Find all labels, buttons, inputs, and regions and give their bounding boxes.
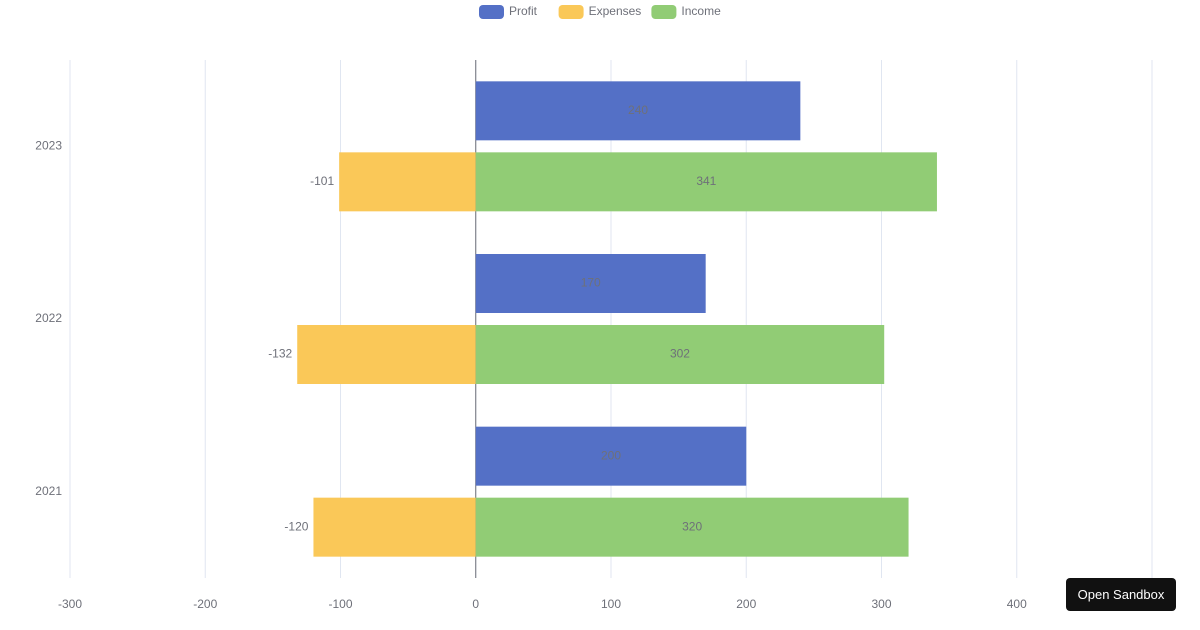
value-label: 240 [628,103,648,117]
legend-swatch [479,5,504,19]
bar [475,254,706,313]
value-label: -120 [284,519,308,533]
x-tick-label: 200 [736,597,756,611]
bar [297,325,476,384]
legend-label: Expenses [589,4,642,18]
bar [475,152,937,212]
value-label: 200 [601,448,621,462]
legend-label: Profit [509,4,538,18]
x-tick-label: -300 [58,597,82,611]
legend-swatch [651,5,677,19]
y-tick-label: 2023 [35,139,62,153]
value-label: 302 [670,347,690,361]
x-tick-label: 0 [472,597,479,611]
x-tick-label: -200 [193,597,217,611]
bar [313,497,476,557]
bar [475,497,909,557]
bar [339,152,476,212]
x-tick-label: 300 [871,597,891,611]
value-label: 320 [682,519,702,533]
y-tick-label: 2021 [35,484,62,498]
x-tick-label: 400 [1007,597,1027,611]
value-label: 341 [696,174,716,188]
value-label: -132 [268,347,292,361]
legend-label: Income [681,4,721,18]
value-label: -101 [310,174,334,188]
y-tick-label: 2022 [35,311,62,325]
bar [475,325,885,384]
bar [475,426,747,486]
value-label: 170 [581,276,601,290]
legend-swatch [558,5,584,19]
bar [475,81,801,141]
x-tick-label: -100 [328,597,352,611]
x-tick-label: 100 [601,597,621,611]
open-sandbox-button[interactable]: Open Sandbox [1066,578,1176,611]
